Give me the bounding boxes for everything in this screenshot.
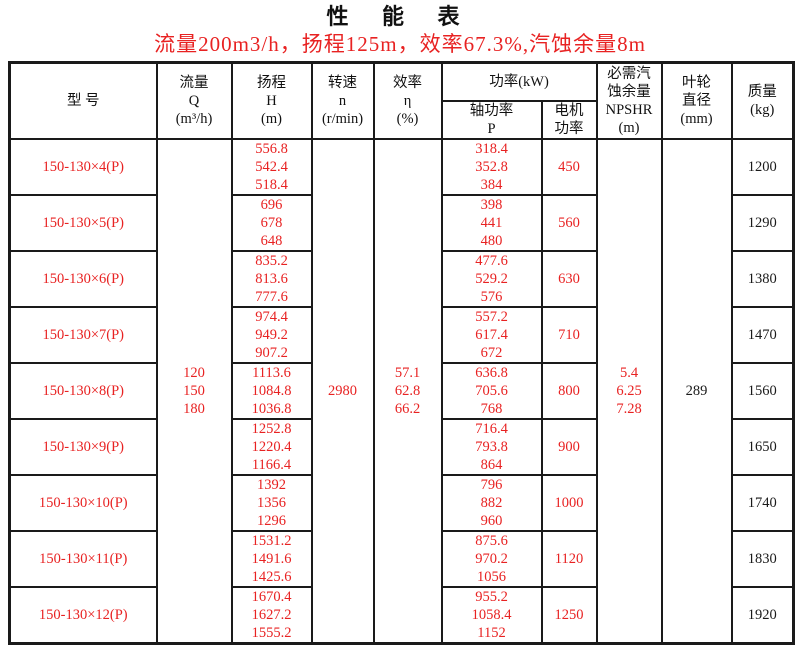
npshr-merged-cell: 5.4 6.25 7.28 bbox=[595, 137, 663, 644]
mass-cell: 1470 bbox=[730, 305, 795, 364]
performance-table: 型 号 流量 Q (m³/h) 扬程 H (m) 转速 n (r/min) 效率… bbox=[8, 61, 795, 645]
shaft-power-cell: 318.4 352.8 384 bbox=[440, 137, 543, 196]
head-cell: 1392 1356 1296 bbox=[230, 473, 313, 532]
motor-power-cell: 710 bbox=[540, 305, 598, 364]
shaft-power-cell: 398 441 480 bbox=[440, 193, 543, 252]
motor-power-cell: 1120 bbox=[540, 529, 598, 588]
head-cell: 696 678 648 bbox=[230, 193, 313, 252]
head-cell: 1670.4 1627.2 1555.2 bbox=[230, 585, 313, 644]
head-cell: 1252.8 1220.4 1166.4 bbox=[230, 417, 313, 476]
motor-power-cell: 800 bbox=[540, 361, 598, 420]
header-npshr: 必需汽 蚀余量 NPSHR (m) bbox=[595, 61, 663, 140]
motor-power-cell: 1000 bbox=[540, 473, 598, 532]
mass-cell: 1560 bbox=[730, 361, 795, 420]
speed-merged-cell: 2980 bbox=[310, 137, 375, 644]
shaft-power-cell: 636.8 705.6 768 bbox=[440, 361, 543, 420]
model-cell: 150-130×12(P) bbox=[8, 585, 158, 644]
header-speed: 转速 n (r/min) bbox=[310, 61, 375, 140]
flow-merged-cell: 120 150 180 bbox=[155, 137, 233, 644]
header-flow: 流量 Q (m³/h) bbox=[155, 61, 233, 140]
shaft-power-cell: 557.2 617.4 672 bbox=[440, 305, 543, 364]
shaft-power-cell: 875.6 970.2 1056 bbox=[440, 529, 543, 588]
header-shaft-power: 轴功率 P bbox=[440, 99, 543, 140]
impeller-merged-cell: 289 bbox=[660, 137, 733, 644]
model-cell: 150-130×11(P) bbox=[8, 529, 158, 588]
mass-cell: 1380 bbox=[730, 249, 795, 308]
header-motor-power: 电机 功率 bbox=[540, 99, 598, 140]
model-cell: 150-130×4(P) bbox=[8, 137, 158, 196]
shaft-power-cell: 955.2 1058.4 1152 bbox=[440, 585, 543, 644]
motor-power-cell: 560 bbox=[540, 193, 598, 252]
head-cell: 974.4 949.2 907.2 bbox=[230, 305, 313, 364]
mass-cell: 1650 bbox=[730, 417, 795, 476]
head-cell: 835.2 813.6 777.6 bbox=[230, 249, 313, 308]
motor-power-cell: 630 bbox=[540, 249, 598, 308]
header-model: 型 号 bbox=[8, 61, 158, 140]
mass-cell: 1920 bbox=[730, 585, 795, 644]
model-cell: 150-130×10(P) bbox=[8, 473, 158, 532]
model-cell: 150-130×8(P) bbox=[8, 361, 158, 420]
shaft-power-cell: 716.4 793.8 864 bbox=[440, 417, 543, 476]
model-cell: 150-130×7(P) bbox=[8, 305, 158, 364]
mass-cell: 1830 bbox=[730, 529, 795, 588]
page-title: 性 能 表 bbox=[326, 4, 474, 29]
mass-cell: 1200 bbox=[730, 137, 795, 196]
motor-power-cell: 900 bbox=[540, 417, 598, 476]
motor-power-cell: 1250 bbox=[540, 585, 598, 644]
motor-power-cell: 450 bbox=[540, 137, 598, 196]
model-cell: 150-130×6(P) bbox=[8, 249, 158, 308]
header-mass: 质量 (kg) bbox=[730, 61, 795, 140]
header-impeller: 叶轮 直径 (mm) bbox=[660, 61, 733, 140]
head-cell: 556.8 542.4 518.4 bbox=[230, 137, 313, 196]
mass-cell: 1740 bbox=[730, 473, 795, 532]
header-efficiency: 效率 η (%) bbox=[372, 61, 443, 140]
summary-line: 流量200m3/h，扬程125m，效率67.3%,汽蚀余量8m bbox=[154, 32, 646, 56]
model-cell: 150-130×5(P) bbox=[8, 193, 158, 252]
head-cell: 1113.6 1084.8 1036.8 bbox=[230, 361, 313, 420]
mass-cell: 1290 bbox=[730, 193, 795, 252]
model-cell: 150-130×9(P) bbox=[8, 417, 158, 476]
head-cell: 1531.2 1491.6 1425.6 bbox=[230, 529, 313, 588]
shaft-power-cell: 796 882 960 bbox=[440, 473, 543, 532]
header-power-group: 功率(kW) bbox=[440, 61, 598, 102]
header-head: 扬程 H (m) bbox=[230, 61, 313, 140]
shaft-power-cell: 477.6 529.2 576 bbox=[440, 249, 543, 308]
efficiency-merged-cell: 57.1 62.8 66.2 bbox=[372, 137, 443, 644]
